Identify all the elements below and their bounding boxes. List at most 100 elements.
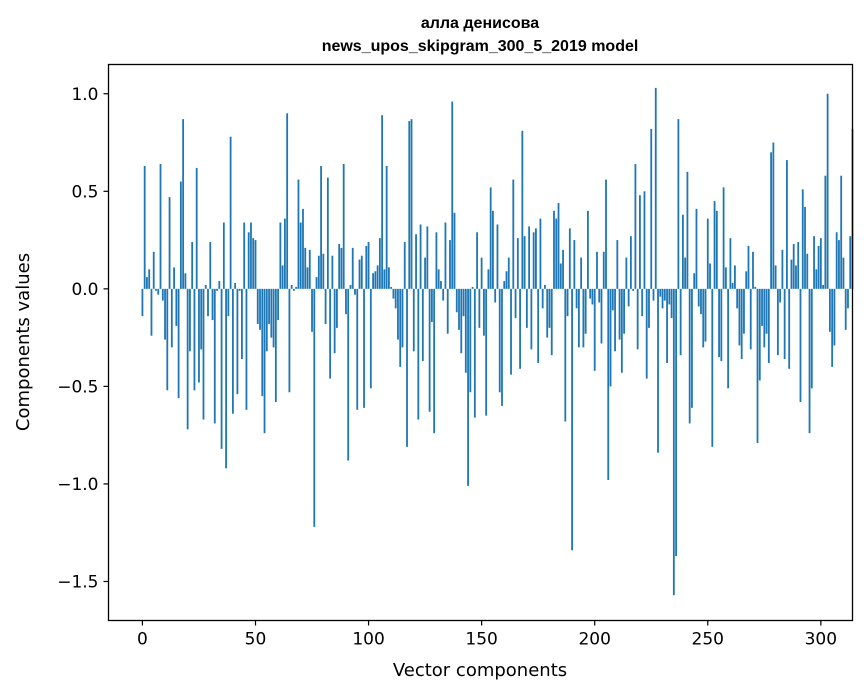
bar [657, 288, 659, 453]
x-tick-label: 250 [692, 630, 724, 650]
bar [781, 249, 784, 289]
x-tick-label: 50 [245, 630, 267, 650]
bar [539, 218, 542, 289]
bar [788, 288, 791, 369]
bar [496, 224, 499, 289]
bar [283, 218, 286, 289]
x-axis: 0 50 100 150 200 250 300 [137, 620, 837, 650]
bar [250, 222, 252, 289]
chart-subtitle: news_upos_skipgram_300_5_2019 model [322, 38, 639, 55]
bar [605, 179, 607, 289]
bar [575, 288, 578, 309]
bar [758, 288, 761, 381]
bar [776, 288, 779, 356]
bar [729, 238, 732, 289]
bar [229, 136, 232, 289]
bar [170, 288, 173, 348]
bar [191, 242, 194, 289]
bar [564, 288, 567, 422]
bar [523, 236, 526, 289]
bar [338, 243, 341, 289]
y-tick-label: −1.0 [57, 475, 98, 495]
bar [293, 288, 295, 291]
bar [727, 288, 730, 389]
bar [306, 267, 309, 289]
bar [797, 242, 800, 289]
bar [817, 245, 820, 289]
bar [175, 288, 178, 326]
bar [525, 288, 528, 328]
bar [315, 277, 318, 289]
bar [166, 288, 169, 391]
bar [815, 269, 818, 289]
bar [838, 240, 840, 289]
bar [297, 179, 300, 289]
bar [582, 288, 585, 348]
bar [430, 288, 433, 323]
bar [345, 288, 347, 315]
bar [546, 288, 549, 338]
bar [620, 288, 623, 373]
bar [444, 222, 447, 289]
bar [433, 288, 436, 434]
bar [451, 101, 454, 289]
bar [173, 267, 175, 289]
bar [324, 288, 327, 324]
bar [767, 288, 770, 363]
bar [562, 249, 564, 289]
bar [182, 119, 185, 289]
bar [611, 288, 614, 311]
bar [320, 165, 322, 289]
bar [220, 288, 223, 449]
bar [265, 288, 268, 352]
bar [691, 288, 693, 408]
bar [849, 236, 852, 289]
bar [374, 271, 377, 289]
bar [659, 288, 662, 297]
bar [372, 273, 374, 289]
bar [654, 87, 657, 289]
bar [415, 234, 417, 289]
bar [738, 288, 741, 346]
bar [322, 253, 325, 289]
bar [412, 288, 415, 352]
bar [211, 288, 214, 321]
y-tick-label: −0.5 [57, 377, 98, 397]
bar [200, 288, 203, 350]
bar [641, 288, 644, 317]
bar [146, 277, 148, 289]
bar [587, 210, 589, 289]
bar [661, 288, 664, 309]
bar [492, 210, 494, 289]
bar [453, 212, 456, 289]
bar [537, 288, 540, 363]
bar [731, 283, 734, 289]
bar [385, 165, 388, 289]
bar [600, 288, 603, 344]
bar [786, 160, 788, 289]
bar [245, 288, 248, 410]
bar [790, 259, 793, 289]
bar [609, 288, 612, 387]
bar [311, 288, 313, 332]
bar [795, 265, 797, 289]
bar [410, 119, 413, 289]
bar [636, 288, 639, 350]
bar [356, 288, 359, 410]
bar [810, 288, 813, 389]
bar [652, 288, 655, 301]
bar [512, 179, 515, 289]
bar [152, 251, 155, 289]
bar [639, 195, 641, 289]
bar [693, 273, 696, 289]
bar [406, 288, 408, 447]
bar [302, 208, 304, 289]
bar [831, 288, 834, 367]
bar [363, 288, 365, 408]
bar [464, 288, 467, 373]
bar [498, 288, 501, 393]
bar [672, 288, 675, 596]
bar [462, 288, 465, 317]
bar [763, 288, 766, 348]
y-tick-label: 0.0 [71, 280, 98, 300]
